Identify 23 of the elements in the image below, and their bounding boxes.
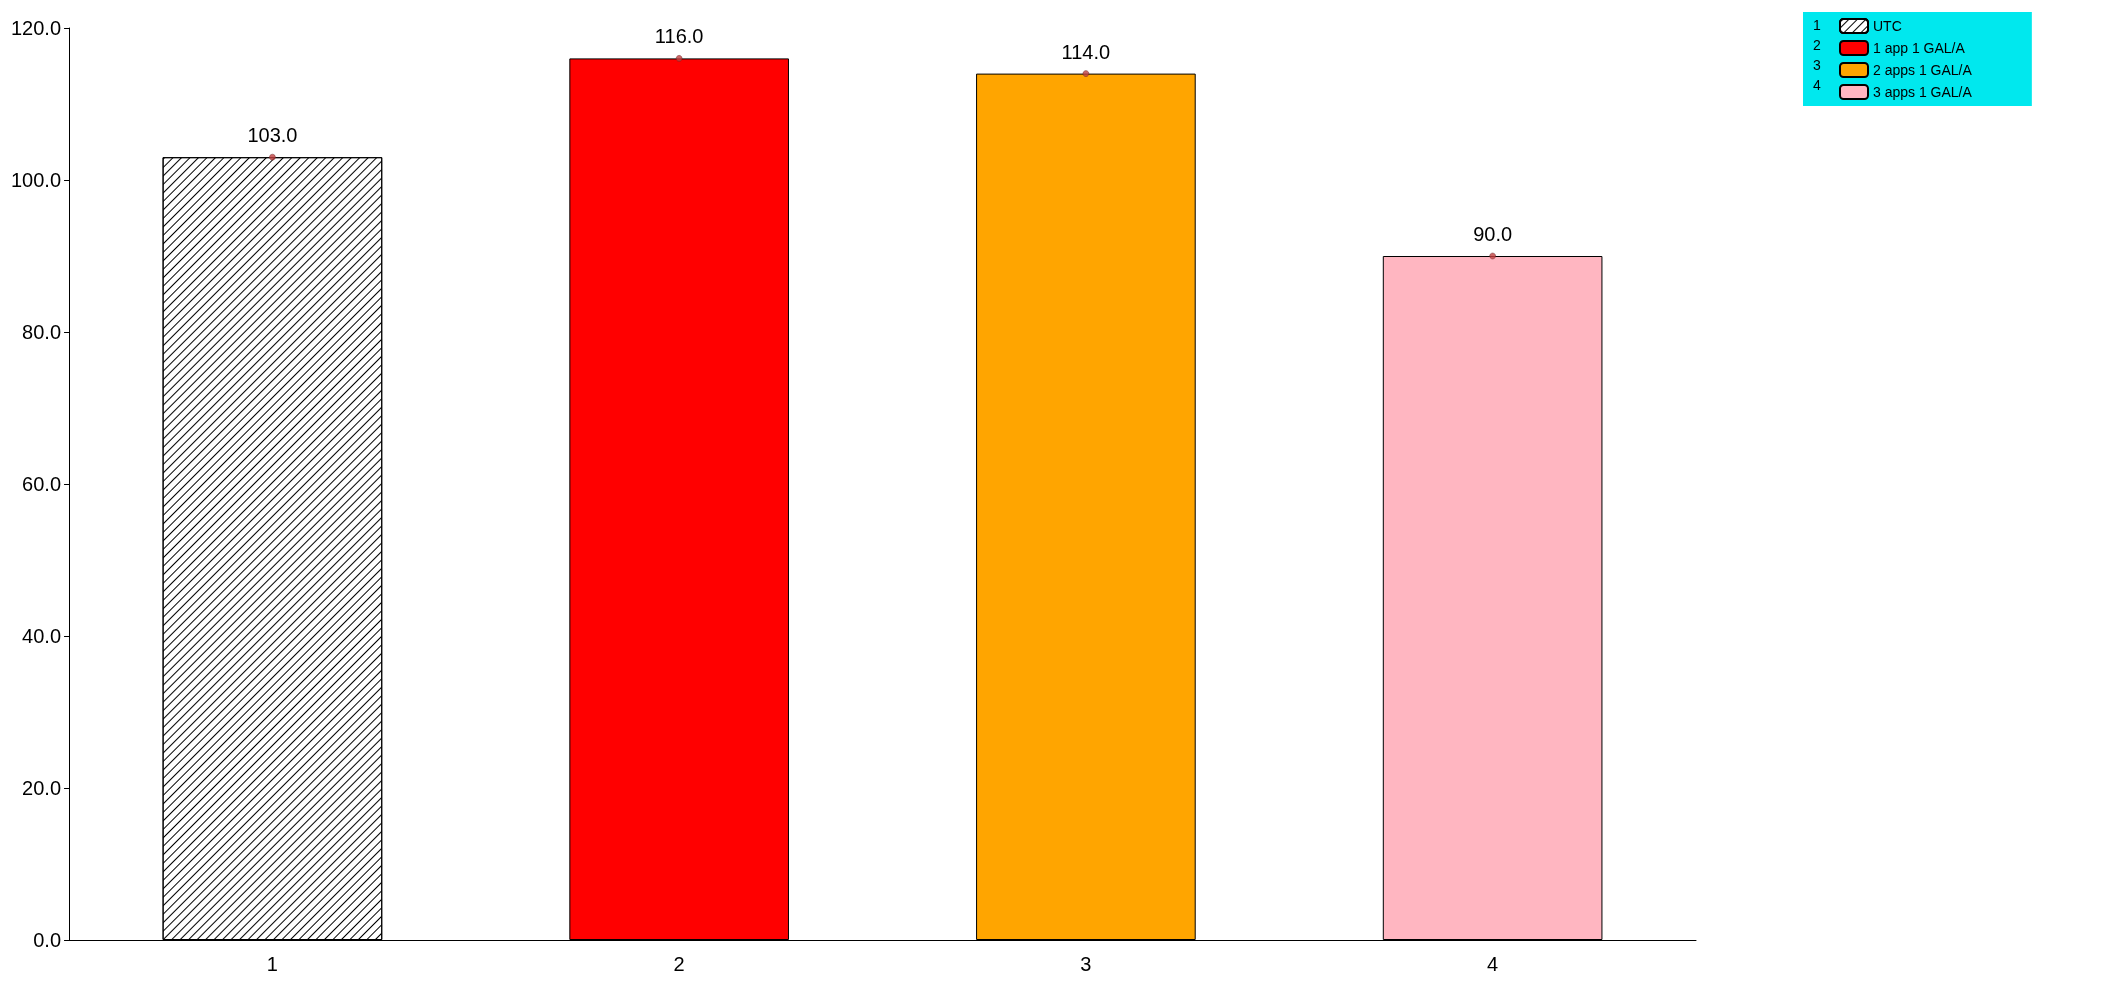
y-tick-label: 60.0 (22, 473, 62, 495)
x-tick-label: 2 (673, 953, 685, 975)
legend-label: 3 apps 1 GAL/A (1873, 84, 1973, 100)
y-tick-label: 100.0 (10, 169, 62, 191)
category-label: 1 (1813, 17, 1821, 33)
y-tick-label: 120.0 (10, 17, 62, 39)
category-label: 4 (1813, 77, 1821, 93)
category-label: 2 (1813, 37, 1821, 53)
data-label: 114.0 (1061, 40, 1111, 63)
legend-label: UTC (1873, 18, 1902, 34)
y-tick-label: 40.0 (22, 625, 62, 647)
data-label: 103.0 (247, 124, 298, 147)
x-tick-label: 3 (1080, 953, 1092, 975)
y-tick-label: 0.0 (33, 929, 62, 951)
x-tick-label: 1 (266, 953, 278, 975)
y-tick-label: 80.0 (22, 321, 62, 343)
category-label: 3 (1813, 57, 1821, 73)
x-tick-label: 4 (1487, 953, 1499, 975)
legend-label: 2 apps 1 GAL/A (1873, 62, 1973, 78)
legend-label: 1 app 1 GAL/A (1873, 40, 1966, 56)
data-label: 90.0 (1473, 223, 1513, 245)
y-tick-label: 20.0 (22, 777, 62, 799)
data-label: 116.0 (654, 25, 704, 48)
